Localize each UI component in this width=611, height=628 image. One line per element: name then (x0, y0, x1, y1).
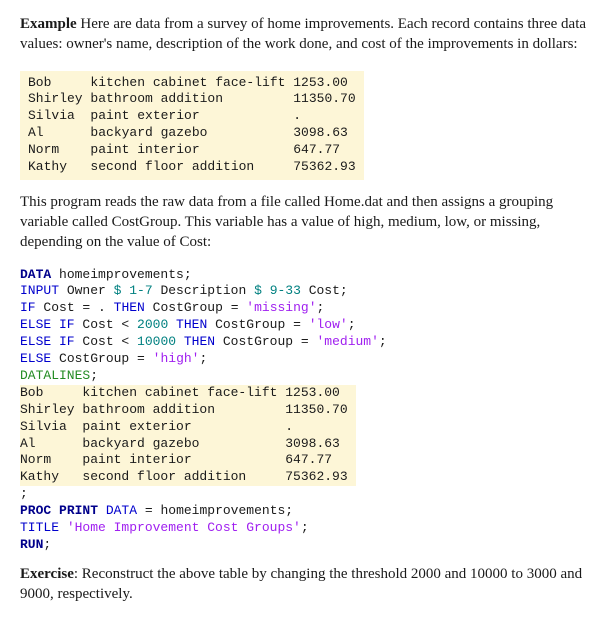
kw-title: TITLE (20, 520, 59, 535)
mid-paragraph: This program reads the raw data from a f… (20, 192, 591, 253)
kw-elseif-2: ELSE IF (20, 334, 75, 349)
kw-else: ELSE (20, 351, 51, 366)
kw-run: RUN (20, 537, 43, 552)
data-block-1: Bob kitchen cabinet face-lift 1253.00 Sh… (20, 71, 364, 180)
end-semi: ; (20, 486, 28, 501)
kw-proc: PROC (20, 503, 51, 518)
exercise-paragraph: Exercise: Reconstruct the above table by… (20, 564, 591, 605)
kw-data: DATA (20, 267, 51, 282)
kw-if: IF (20, 300, 36, 315)
datalines-data: Bob kitchen cabinet face-lift 1253.00 Sh… (20, 385, 356, 486)
ds-name: homeimprovements; (51, 267, 191, 282)
exercise-label: Exercise (20, 566, 74, 582)
sas-code-block: DATA homeimprovements; INPUT Owner $ 1-7… (20, 267, 387, 554)
exercise-text: : Reconstruct the above table by changin… (20, 566, 582, 602)
example-paragraph: Example Here are data from a survey of h… (20, 14, 591, 55)
kw-elseif-1: ELSE IF (20, 317, 75, 332)
kw-input: INPUT (20, 283, 59, 298)
example-text: Here are data from a survey of home impr… (20, 16, 586, 52)
kw-datalines: DATALINES (20, 368, 90, 383)
example-label: Example (20, 16, 77, 32)
